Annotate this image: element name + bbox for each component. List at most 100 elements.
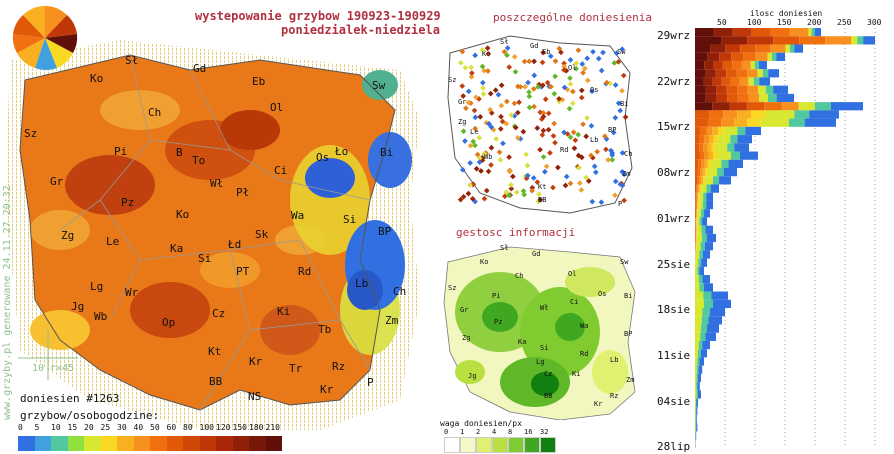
- light-blob: [200, 252, 260, 288]
- legend-swatch: [51, 436, 68, 451]
- histogram-bar-segment: [703, 77, 713, 86]
- region-label: To: [192, 154, 206, 167]
- report-point: [580, 70, 586, 76]
- report-point: [510, 173, 516, 180]
- histogram-bar-segment: [711, 143, 716, 152]
- histogram-bar-segment: [715, 143, 720, 152]
- histogram-bar-segment: [804, 118, 836, 127]
- histogram-bar-segment: [830, 102, 863, 111]
- histogram-bar-segment: [696, 209, 697, 218]
- legend-swatch: [199, 436, 216, 451]
- scale-label: 10 r=45: [32, 363, 75, 374]
- histogram-bar-segment: [708, 118, 722, 127]
- histogram-bar-segment: [695, 283, 700, 292]
- border-outline: [19, 54, 396, 411]
- report-point: [610, 129, 617, 136]
- histogram-bar-segment: [707, 324, 719, 333]
- report-point: [584, 115, 590, 121]
- histogram-bar-segment: [698, 365, 703, 374]
- histogram-bar-segment: [754, 60, 759, 70]
- density-legend-swatch: [524, 437, 540, 453]
- legend-value: 60: [166, 423, 177, 432]
- density-map[interactable]: [440, 242, 640, 421]
- histogram-bar-segment: [703, 291, 712, 300]
- histogram-bar-segment: [698, 390, 701, 399]
- main-map[interactable]: Sł Gd Eb Sw Ko Ch Ol Sz Pi B To Ci Os Ło…: [0, 0, 440, 454]
- histogram-bar-segment: [695, 299, 704, 308]
- region-label: Bi: [380, 146, 394, 159]
- report-point: [485, 168, 492, 175]
- histogram-bar-segment: [695, 423, 697, 432]
- report-point: [561, 60, 567, 67]
- histogram-bar-segment: [707, 168, 711, 177]
- report-point: [583, 174, 589, 181]
- report-point: [584, 55, 591, 62]
- report-point: [615, 59, 622, 65]
- histogram-bar-segment: [699, 135, 705, 144]
- histogram-bar-segment: [695, 209, 696, 218]
- histogram-bar-segment: [814, 28, 821, 37]
- histogram-bar-segment: [695, 192, 697, 201]
- histogram-bar-segment: [695, 308, 703, 317]
- histogram-bar-segment: [704, 135, 710, 144]
- histogram-bar-segment: [695, 126, 701, 136]
- histogram-bar-segment: [695, 176, 698, 185]
- histogram-bar-segment: [723, 168, 737, 177]
- histogram-bar-segment: [698, 275, 703, 284]
- histogram-tick: 200: [807, 18, 822, 27]
- legend-value: 25: [100, 423, 111, 432]
- histogram-tick: 250: [837, 18, 852, 27]
- reports-map-svg: [447, 35, 633, 214]
- histogram-bar-segment: [731, 52, 744, 61]
- histogram-bar-segment: [721, 159, 729, 168]
- histogram-bar-segment: [768, 69, 779, 78]
- histogram-bar-segment: [699, 357, 704, 366]
- histogram-bar-segment: [696, 423, 698, 432]
- histogram-bar-segment: [697, 382, 700, 391]
- histogram-tick: 150: [777, 18, 792, 27]
- page-subtitle: poniedzialek-niedziela: [281, 23, 440, 37]
- region-label: Op: [162, 316, 176, 329]
- histogram-bar-segment: [705, 176, 708, 185]
- report-point: [540, 127, 547, 134]
- histogram-bar-segment: [739, 77, 749, 86]
- histogram-bar-segment: [696, 242, 701, 251]
- histogram-bar-segment: [712, 102, 730, 111]
- region-label: Wł: [210, 177, 224, 190]
- histogram-bar-segment: [702, 184, 707, 193]
- histogram-bar-segment: [697, 209, 698, 218]
- histogram-bar-segment: [699, 200, 703, 210]
- reports-title: poszczególne doniesienia: [493, 11, 652, 24]
- report-point: [508, 182, 514, 188]
- legend-swatch: [117, 436, 134, 451]
- histogram-bar-segment: [789, 28, 809, 37]
- histogram-bar-segment: [811, 28, 815, 37]
- histogram-date: 25sie: [657, 257, 691, 271]
- report-point: [476, 134, 483, 141]
- report-point: [481, 150, 487, 157]
- histogram-date: 22wrz: [657, 74, 691, 88]
- report-point: [583, 133, 590, 140]
- histogram-bar-segment: [722, 60, 733, 70]
- histogram-bar-segment: [712, 126, 719, 136]
- histogram-bar-segment: [789, 44, 795, 53]
- report-point: [589, 88, 595, 95]
- blue-zone: [347, 270, 383, 310]
- region-label: Pł: [236, 186, 250, 199]
- report-point: [572, 137, 579, 144]
- histogram-bar-segment: [731, 151, 741, 160]
- density-map-svg: [443, 246, 636, 421]
- histogram-bar-segment: [695, 200, 697, 210]
- histogram-bar-segment: [697, 184, 699, 193]
- histogram-bar-segment: [747, 36, 774, 45]
- histogram-bar-segment: [695, 340, 699, 350]
- histogram-bar-segment: [730, 77, 740, 86]
- histogram-bar-segment: [699, 250, 703, 259]
- reports-map[interactable]: [440, 28, 640, 220]
- histogram-bar-segment: [776, 93, 794, 103]
- histogram-bar-segment: [695, 398, 696, 407]
- histogram-bar-segment: [757, 69, 763, 78]
- histogram-bar-segment: [703, 192, 707, 201]
- histogram-bar-segment: [721, 118, 735, 127]
- legend-value: 0: [18, 423, 23, 432]
